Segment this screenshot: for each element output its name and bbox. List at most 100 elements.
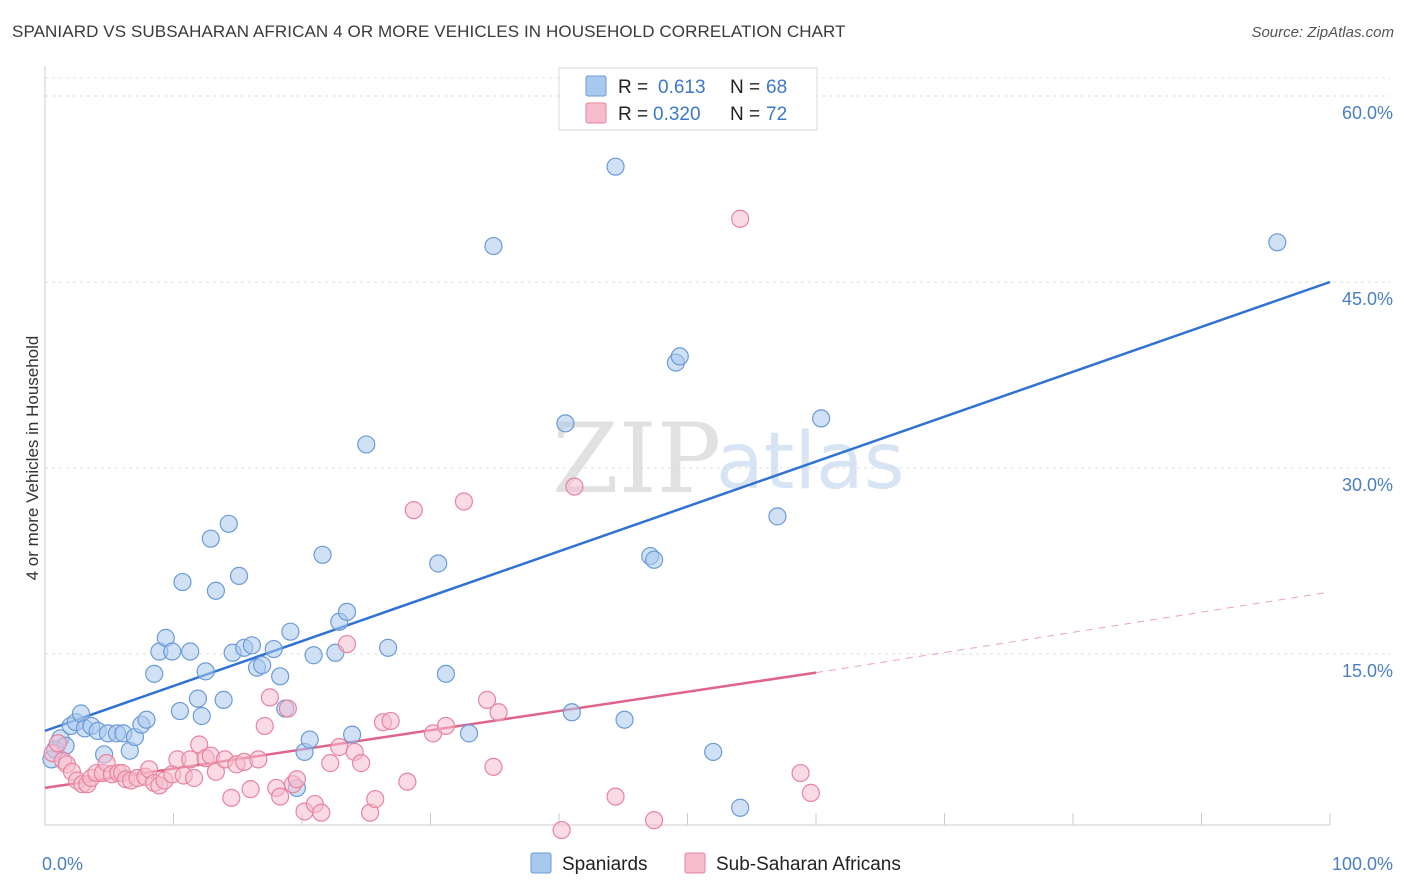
legend-r-value: 0.613 xyxy=(658,77,706,98)
point-spaniards xyxy=(170,701,190,721)
point-spaniards xyxy=(562,703,581,722)
point-spaniards xyxy=(281,622,300,641)
point-spaniards xyxy=(206,581,226,600)
point-spaniards xyxy=(145,664,164,683)
point-subsaharan xyxy=(255,716,274,736)
point-spaniards xyxy=(606,157,625,176)
point-subsaharan xyxy=(477,690,497,709)
point-subsaharan xyxy=(241,780,260,799)
axes xyxy=(44,66,1331,826)
point-spaniards xyxy=(173,572,192,592)
point-spaniards xyxy=(181,642,200,661)
data-points xyxy=(42,157,1287,840)
point-subsaharan xyxy=(801,783,820,802)
source-label: Source: ZipAtlas.com xyxy=(1251,24,1394,41)
point-spaniards xyxy=(459,724,479,743)
point-subsaharan xyxy=(366,789,385,809)
point-subsaharan xyxy=(321,754,340,773)
point-subsaharan xyxy=(381,711,400,731)
point-subsaharan xyxy=(565,477,584,496)
legend-swatch-spaniards xyxy=(585,75,607,97)
point-spaniards xyxy=(214,690,233,709)
point-subsaharan xyxy=(436,716,456,736)
legend-n-value: 68 xyxy=(766,77,787,98)
point-subsaharan xyxy=(731,209,750,228)
point-subsaharan xyxy=(312,803,331,822)
watermark: ZIP atlas xyxy=(552,403,905,515)
point-spaniards xyxy=(731,798,750,817)
trend-line-0 xyxy=(44,280,1331,733)
point-spaniards xyxy=(436,664,456,683)
point-spaniards xyxy=(304,646,323,665)
point-spaniards xyxy=(615,710,634,729)
point-subsaharan xyxy=(606,787,625,806)
point-spaniards xyxy=(670,347,689,366)
y-tick-label: 15.0% xyxy=(1342,661,1393,681)
point-subsaharan xyxy=(352,754,371,773)
point-subsaharan xyxy=(489,703,508,722)
bottom-legend-label-spaniards: Spaniards xyxy=(562,854,648,875)
point-subsaharan xyxy=(260,688,279,707)
point-subsaharan xyxy=(484,757,503,776)
point-spaniards xyxy=(219,514,238,533)
point-subsaharan xyxy=(181,750,200,769)
bottom-legend-swatch-spaniards xyxy=(530,852,552,874)
legend-n-value: 72 xyxy=(766,104,787,125)
y-axis-label: 4 or more Vehicles in Household xyxy=(23,336,42,581)
point-spaniards xyxy=(429,554,448,573)
gridlines xyxy=(45,77,1390,655)
legend-r-label: R = xyxy=(618,77,648,98)
y-tick-label: 45.0% xyxy=(1342,289,1393,309)
point-subsaharan xyxy=(48,734,67,753)
point-spaniards xyxy=(556,414,575,433)
trend-line-extension-1 xyxy=(815,591,1331,674)
point-spaniards xyxy=(137,710,156,729)
watermark-zip: ZIP xyxy=(552,403,721,515)
point-spaniards xyxy=(271,667,290,686)
point-spaniards xyxy=(337,602,357,621)
point-spaniards xyxy=(343,725,362,744)
point-spaniards xyxy=(704,742,723,762)
legend-n-label: N = xyxy=(730,77,760,98)
y-tick-label: 30.0% xyxy=(1342,475,1393,495)
x-tick-label: 0.0% xyxy=(42,854,83,874)
x-tick-label: 100.0% xyxy=(1332,854,1393,874)
point-subsaharan xyxy=(644,811,664,830)
y-tick-label: 60.0% xyxy=(1342,103,1393,123)
point-spaniards xyxy=(188,689,208,708)
point-subsaharan xyxy=(552,820,571,840)
point-subsaharan xyxy=(791,763,810,783)
point-spaniards xyxy=(192,706,211,726)
point-spaniards xyxy=(196,662,215,681)
point-subsaharan xyxy=(337,634,357,654)
point-subsaharan xyxy=(287,770,306,789)
point-spaniards xyxy=(253,656,272,675)
legend-r-label: R = xyxy=(618,104,648,125)
chart-title: SPANIARD VS SUBSAHARAN AFRICAN 4 OR MORE… xyxy=(12,22,846,41)
point-spaniards xyxy=(313,545,332,564)
point-spaniards xyxy=(201,529,220,548)
point-subsaharan xyxy=(184,768,204,788)
legend-swatch-subsaharan xyxy=(585,102,607,124)
tick-labels: 15.0% 30.0% 45.0% 60.0% 0.0% 100.0% xyxy=(42,103,1393,874)
point-subsaharan xyxy=(398,772,417,791)
point-spaniards xyxy=(484,236,503,256)
watermark-atlas: atlas xyxy=(716,417,905,507)
point-spaniards xyxy=(229,566,249,585)
point-subsaharan xyxy=(454,492,474,511)
point-subsaharan xyxy=(206,762,226,781)
legend-r-value: 0.320 xyxy=(653,104,701,125)
point-spaniards xyxy=(1268,233,1287,252)
point-spaniards xyxy=(378,638,398,657)
point-subsaharan xyxy=(271,787,290,806)
point-spaniards xyxy=(242,636,261,655)
legend-row-subsaharan: R = 0.320 N = 72 xyxy=(585,102,787,125)
point-spaniards xyxy=(644,550,664,569)
point-spaniards xyxy=(264,639,283,659)
point-subsaharan xyxy=(278,699,297,718)
legend: R = 0.613 N = 68 R = 0.320 N = 72 xyxy=(558,67,818,131)
point-subsaharan xyxy=(222,788,241,807)
point-spaniards xyxy=(357,435,376,454)
point-spaniards xyxy=(812,409,831,428)
